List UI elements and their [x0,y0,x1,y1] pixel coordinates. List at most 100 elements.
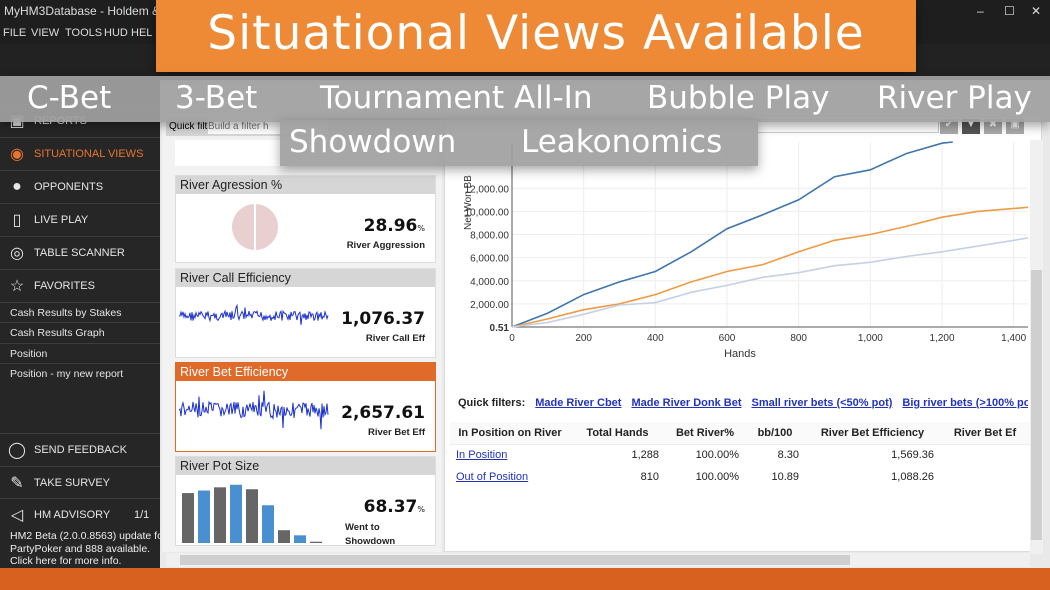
sidebar-item-situational-views[interactable]: ◉ SITUATIONAL VIEWS [0,137,160,170]
card-value: 1,076.37 [341,309,425,329]
series-line-1 [511,206,1029,328]
tag-showdown: Showdown [289,124,457,160]
quick-filter-small-river-bets[interactable]: Small river bets (<50% pot) [751,397,893,409]
bottom-bar [0,568,1050,590]
edit-icon: ✎ [10,475,24,492]
tag-3bet: 3-Bet [175,80,258,116]
apply-filter-icon[interactable]: ✔ [940,119,958,134]
x-tick-label: 1,200 [929,333,954,344]
favorite-cash-results-by-stakes[interactable]: Cash Results by Stakes [0,302,160,322]
horizontal-scroll-thumb[interactable] [180,555,850,565]
y-tick-label: 12,000.00 [465,184,510,195]
sidebar: ▣REPORTS ◉SITUATIONAL VIEWS ●OPPONENTS ▯… [0,80,160,574]
minimize-button[interactable]: – [977,4,984,18]
card-river-call-efficiency[interactable]: River Call Efficiency 1,076.37 River Cal… [175,268,436,358]
tag-leakonomics: Leakonomics [521,124,723,160]
col-river-bet-efficiency[interactable]: River Bet Efficiency [805,422,940,445]
x-tick-label: 600 [719,333,736,344]
menu-tools[interactable]: TOOLS [65,27,103,39]
take-survey-button[interactable]: ✎ TAKE SURVEY [0,466,160,499]
pot-size-bar [278,530,290,543]
card-river-aggression[interactable]: River Agression % 28.96% River Aggressio… [175,175,436,263]
col-river-bet-ef[interactable]: River Bet Ef [940,422,1030,445]
save-filter-icon[interactable]: ▣ [1006,119,1024,134]
tag-band [0,76,1050,122]
col-position[interactable]: In Position on River [450,422,570,445]
x-tick-label: 400 [647,333,664,344]
favorite-position-my-new-report[interactable]: Position - my new report [0,363,160,383]
user-icon: ● [12,178,22,195]
menu-view[interactable]: VIEW [31,27,60,39]
sidebar-item-favorites[interactable]: ☆ FAVORITES [0,269,160,302]
favorite-position[interactable]: Position [0,343,160,363]
net-won-chart: 0.51 2,000.00 4,000.00 6,000.00 8,000.00 10,0… [463,141,1029,360]
pot-size-bar [182,493,194,543]
tag-cbet: C-Bet [27,80,112,116]
clear-filter-icon[interactable]: ✖ [984,119,1002,134]
sparkline-path [179,390,329,430]
menu-hud[interactable]: HUD [104,27,128,39]
card-caption: River Bet Eff [367,427,425,438]
tag-river-play: River Play [877,80,1032,116]
card-caption: River Aggression [346,240,425,251]
y-tick-label: 6,000.00 [470,254,509,265]
y-tick-label: 8,000.00 [470,231,509,242]
pot-size-bar [246,489,258,543]
col-bet-river[interactable]: Bet River% [665,422,745,445]
horizontal-scrollbar[interactable] [166,553,1030,567]
eye-icon: ◉ [10,146,24,163]
close-button[interactable]: ✕ [1031,4,1042,18]
sidebar-item-table-scanner[interactable]: ◎ TABLE SCANNER [0,236,160,269]
x-tick-label: 800 [790,333,807,344]
pot-size-bar [198,490,210,543]
pot-size-bar [230,484,242,543]
quick-filter-made-river-cbet[interactable]: Made River Cbet [535,397,622,409]
pot-size-bar [310,541,322,543]
pot-size-bar [262,505,274,543]
menu-file[interactable]: FILE [3,27,27,39]
y-tick-label: 10,000.00 [465,207,510,218]
row-link-out-of-position[interactable]: Out of Position [456,471,529,483]
call-efficiency-sparkline [179,303,329,325]
x-tick-label: 0 [509,333,515,344]
hm-advisory-button[interactable]: ◁ HM ADVISORY 1/1 [0,498,160,531]
card-river-bet-efficiency[interactable]: River Bet Efficiency 2,657.61 River Bet … [175,362,436,452]
quick-filter-big-river-bets[interactable]: Big river bets (>100% po [902,397,1028,409]
headline-banner: Situational Views Available [156,0,916,72]
vertical-scroll-thumb[interactable] [1031,270,1042,540]
aggression-pie [232,204,278,250]
card-river-pot-size[interactable]: River Pot Size 68.37% Went to Showdown [175,456,436,547]
card-value: 2,657.61 [341,403,425,423]
quick-filter-made-river-donk-bet[interactable]: Made River Donk Bet [631,397,742,409]
y-tick-label: 0.51 [490,323,510,334]
card-value: 28.96 [363,216,418,236]
y-axis-label: Net Won BB [463,175,474,230]
filter-icon[interactable]: ▼ [962,119,980,134]
sidebar-item-opponents[interactable]: ● OPPONENTS [0,170,160,203]
series-line-0 [511,141,953,328]
col-total-hands[interactable]: Total Hands [570,422,665,445]
y-tick-label: 4,000.00 [470,277,509,288]
advisory-note[interactable]: HM2 Beta (2.0.0.8563) update for PartyPo… [10,530,167,567]
table-header: In Position on River Total Hands Bet Riv… [450,422,1030,445]
favorite-cash-results-graph[interactable]: Cash Results Graph [0,322,160,342]
menu-help[interactable]: HEL [131,27,153,39]
x-tick-label: 1,000 [858,333,883,344]
pot-size-bars [182,484,322,543]
pot-size-bar [294,535,306,543]
sidebar-item-live-play[interactable]: ▯ LIVE PLAY [0,203,160,236]
card-caption: Went to Showdown [345,522,396,547]
y-tick-label: 2,000.00 [470,300,509,311]
maximize-button[interactable]: ☐ [1004,4,1015,18]
results-table: In Position on River Total Hands Bet Riv… [450,422,1030,488]
table-row: In Position 1,288 100.00% 8.30 1,569.36 [456,449,934,462]
vertical-scrollbar[interactable] [1030,140,1043,554]
play-icon: ▯ [12,212,22,229]
quick-filters: Quick filters: Made River Cbet Made Rive… [458,397,1028,409]
row-link-in-position[interactable]: In Position [456,449,508,462]
send-feedback-button[interactable]: ◯ SEND FEEDBACK [0,433,160,466]
advisory-count: 1/1 [134,509,150,521]
col-bb100[interactable]: bb/100 [745,422,805,445]
tag-tournament-all-in: Tournament All-In [320,80,593,116]
sparkline-path [179,303,329,325]
